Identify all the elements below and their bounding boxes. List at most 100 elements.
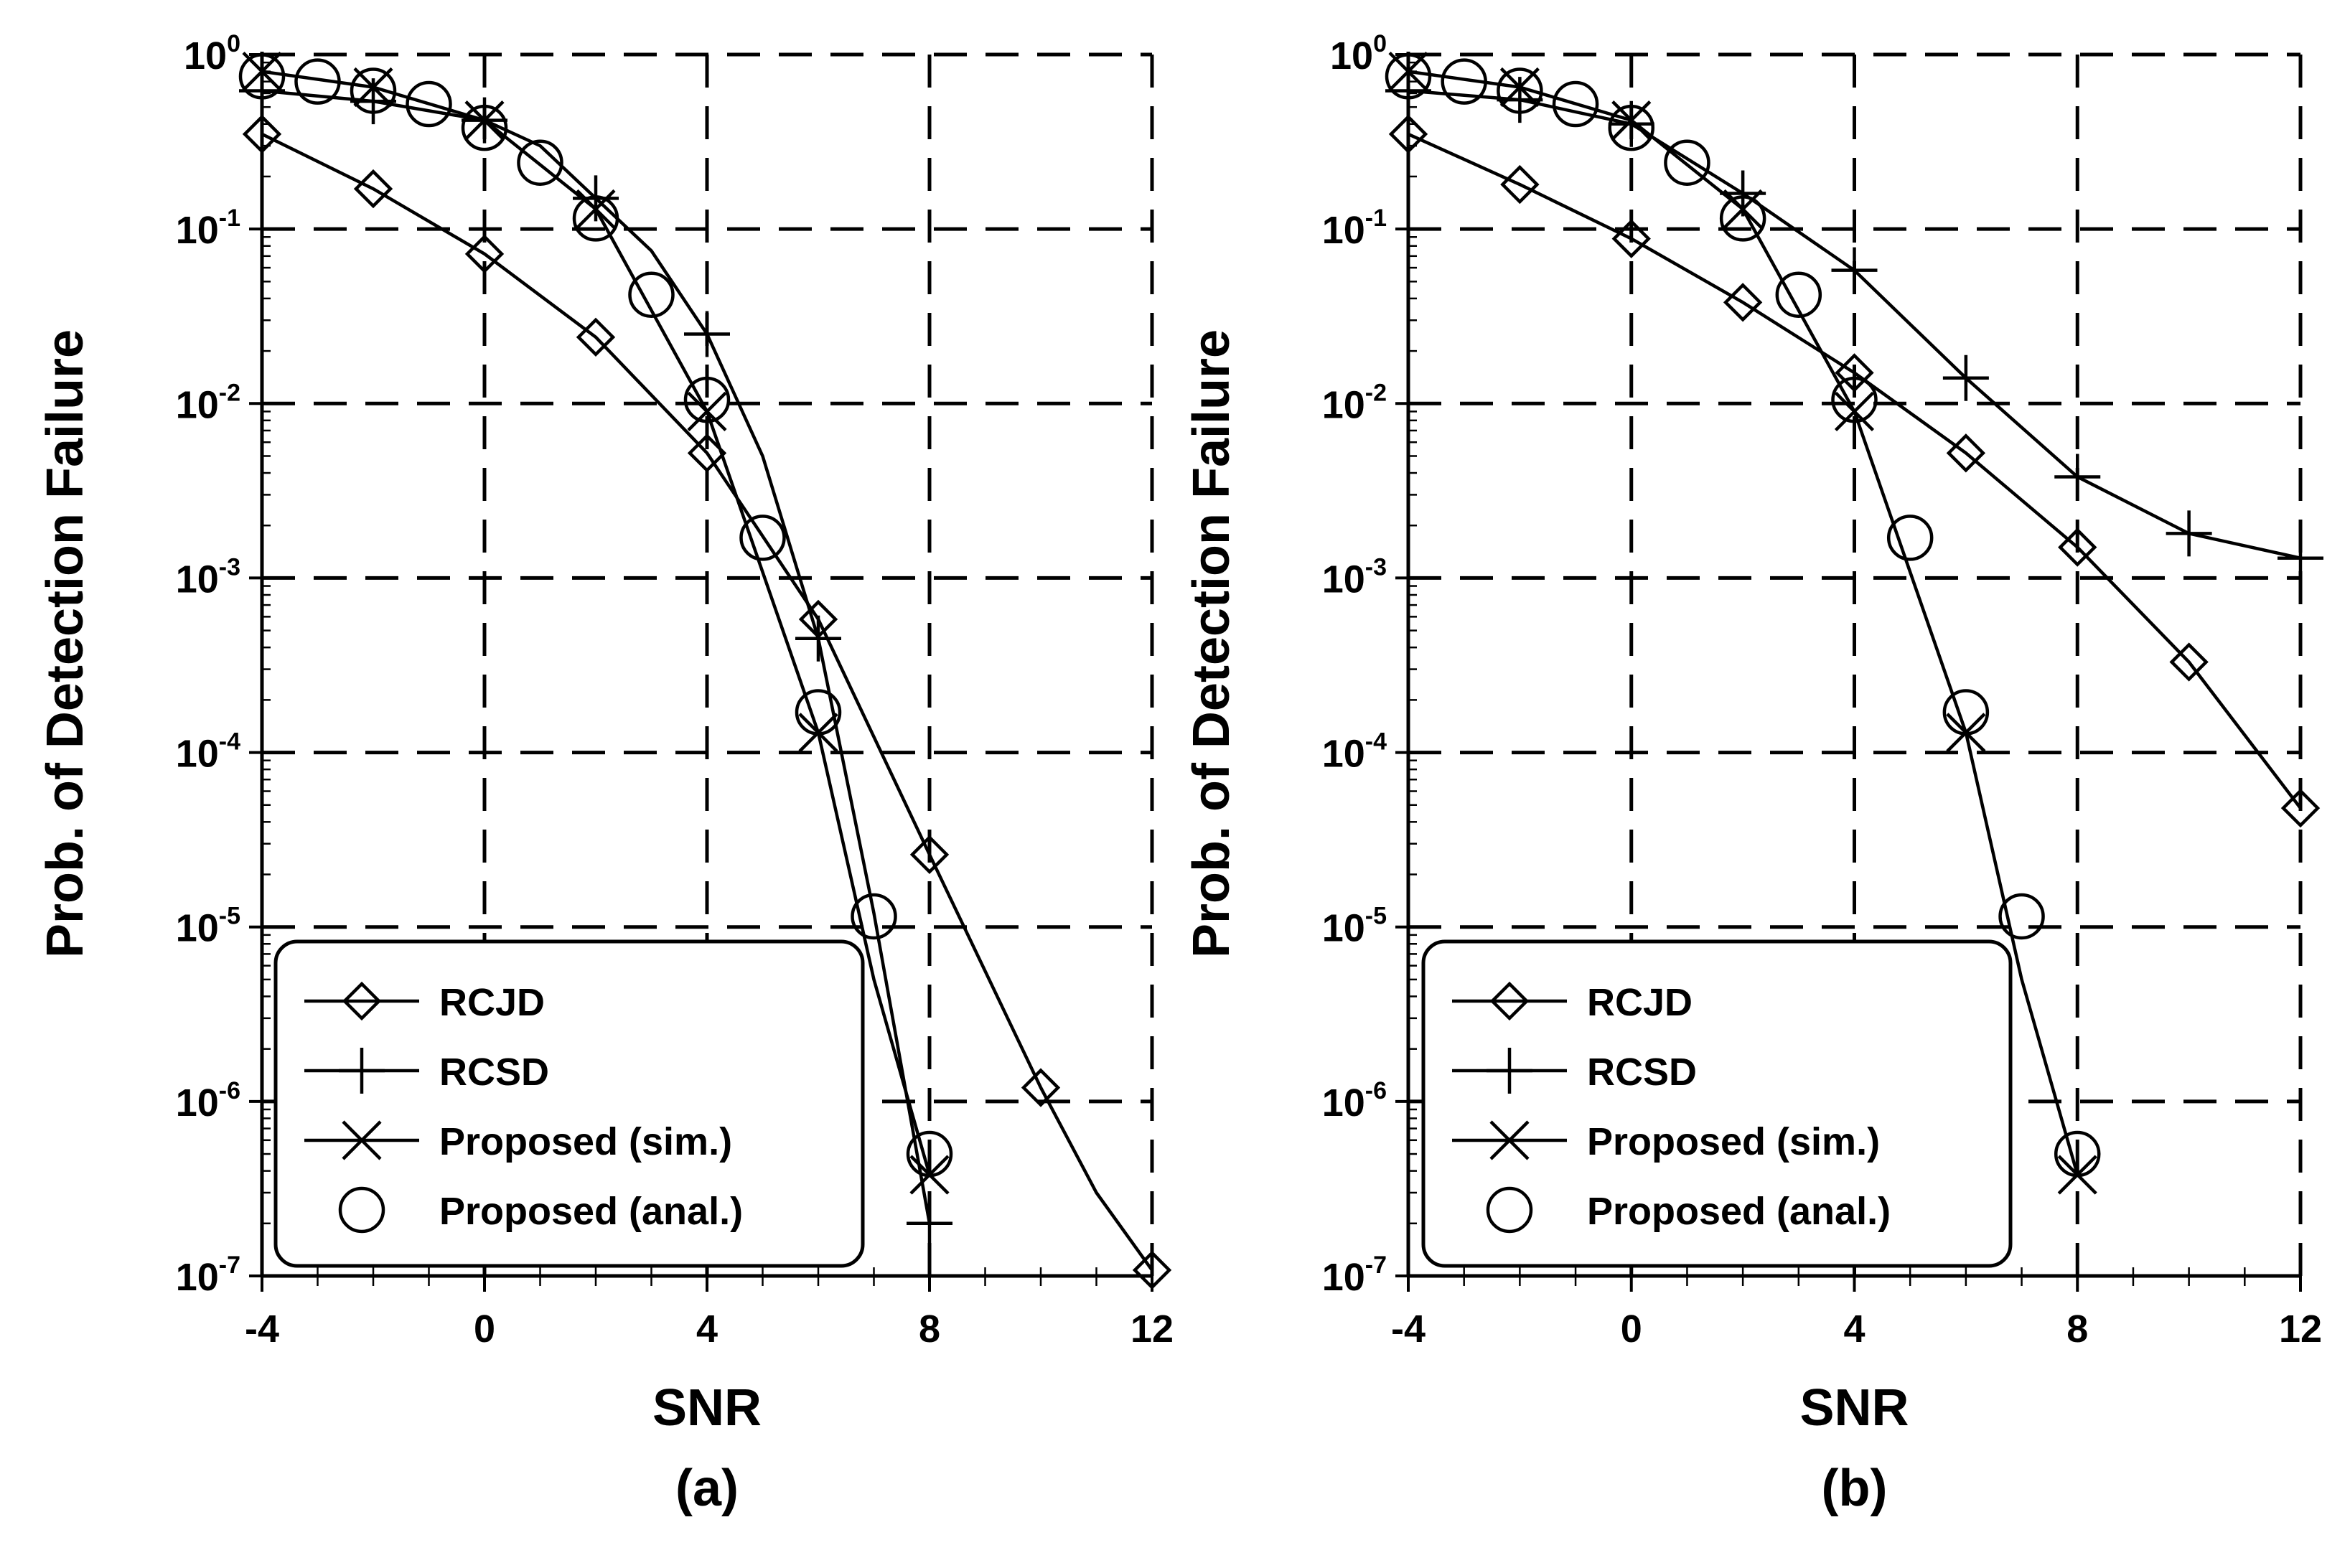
x-tick-label: 0	[474, 1308, 495, 1351]
y-tick-base: 10	[176, 209, 219, 252]
y-tick-exponent: -7	[219, 1252, 240, 1279]
legend-marker-rcjd	[1489, 981, 1530, 1021]
data-point-proposed-anal	[1385, 53, 1432, 100]
legend-marker-rcjd	[342, 981, 382, 1021]
data-point-rcjd	[2169, 642, 2209, 682]
data-point-proposed-anal	[1497, 67, 1543, 114]
y-tick-exponent: -3	[1365, 553, 1387, 581]
y-tick-label: 10-4	[1322, 728, 1387, 776]
legend-marker-rcsd	[339, 1048, 385, 1094]
y-tick-label: 100	[184, 30, 240, 78]
data-point-proposed-anal	[1942, 689, 1990, 736]
data-point-rcsd	[2054, 454, 2101, 500]
legend-box	[1421, 939, 2013, 1268]
data-point-proposed-anal	[2054, 1130, 2101, 1178]
series-line-proposed-sim	[261, 70, 932, 1175]
data-point-rcjd	[2058, 527, 2097, 567]
panel-label: (b)	[1822, 1460, 1888, 1517]
data-point-proposed-anal	[683, 376, 731, 423]
y-tick-exponent: -7	[1365, 1252, 1387, 1279]
y-tick-base: 10	[1322, 1256, 1365, 1299]
series-line-rcjd	[261, 132, 1153, 1272]
legend-marker-proposed-sim	[342, 1120, 382, 1160]
data-point-rcjd	[1723, 283, 1763, 322]
panel-label: (a)	[675, 1460, 739, 1517]
x-tick-label: 4	[696, 1308, 718, 1351]
y-tick-label: 10-6	[176, 1077, 240, 1125]
y-tick-exponent: -4	[1365, 728, 1387, 756]
legend-label-rcjd: RCJD	[1587, 981, 1693, 1024]
data-point-rcjd	[1388, 114, 1428, 154]
legend-marker-proposed-anal	[1486, 1186, 1533, 1234]
y-axis-title: Prob. of Detection Failure	[37, 329, 94, 958]
data-point-proposed-anal	[1998, 893, 2045, 940]
y-tick-base: 10	[176, 907, 219, 950]
series-proposed-anal	[1385, 53, 2101, 1178]
data-point-rcjd	[1500, 164, 1540, 205]
data-point-proposed-sim	[576, 189, 616, 230]
legend: RCJD RCSD Proposed (sim.) Proposed (anal.)	[273, 939, 865, 1268]
y-tick-label: 10-2	[1322, 379, 1387, 426]
y-tick-label: 10-6	[1322, 1077, 1387, 1125]
y-tick-base: 10	[1330, 34, 1373, 78]
data-point-proposed-anal	[1719, 195, 1766, 242]
data-point-proposed-anal	[1886, 515, 1934, 561]
data-point-proposed-sim	[464, 100, 505, 141]
x-tick-label: 8	[2066, 1308, 2088, 1351]
legend: RCJD RCSD Proposed (sim.) Proposed (anal.)	[1421, 939, 2013, 1268]
data-point-proposed-anal	[1831, 376, 1878, 423]
y-tick-label: 10-3	[1322, 553, 1387, 601]
y-tick-base: 10	[1322, 558, 1365, 601]
data-point-rcjd	[1132, 1250, 1172, 1290]
y-tick-exponent: -6	[1365, 1077, 1387, 1104]
y-tick-exponent: 0	[1373, 30, 1387, 57]
y-tick-exponent: -2	[219, 379, 240, 406]
data-point-proposed-anal	[1552, 80, 1599, 128]
y-tick-label: 10-4	[176, 728, 240, 776]
x-tick-label: 0	[1621, 1308, 1642, 1351]
data-point-proposed-anal	[238, 53, 286, 100]
legend-marker-proposed-anal	[338, 1186, 385, 1234]
data-point-proposed-anal	[406, 80, 452, 128]
data-point-proposed-anal	[739, 515, 786, 561]
data-point-rcsd	[2278, 535, 2323, 581]
x-axis-title: SNR	[1799, 1379, 1909, 1437]
data-point-rcsd	[1608, 100, 1654, 147]
data-point-proposed-anal	[1441, 58, 1487, 105]
data-point-proposed-anal	[517, 139, 563, 186]
data-point-proposed-anal	[350, 67, 397, 114]
data-point-proposed-anal	[795, 689, 842, 736]
y-tick-base: 10	[1322, 1081, 1365, 1125]
y-tick-base: 10	[176, 733, 219, 776]
legend-label-proposed-sim: Proposed (sim.)	[439, 1120, 732, 1163]
y-tick-exponent: -5	[219, 903, 240, 930]
series-rcjd	[1388, 114, 2321, 828]
series-rcjd	[242, 114, 1172, 1290]
data-point-rcsd	[2166, 510, 2212, 557]
y-tick-exponent: -5	[1365, 903, 1387, 930]
data-point-rcjd	[1835, 353, 1874, 393]
y-tick-exponent: -3	[219, 553, 240, 581]
series-line-proposed-sim	[1408, 70, 2079, 1175]
data-point-proposed-sim	[1611, 100, 1652, 141]
y-tick-label: 10-5	[176, 903, 240, 950]
y-tick-base: 10	[176, 1256, 219, 1299]
y-tick-label: 10-1	[176, 205, 240, 252]
data-point-rcjd	[464, 234, 505, 274]
y-tick-exponent: 0	[227, 30, 240, 57]
y-tick-exponent: -4	[219, 728, 240, 756]
x-tick-label: -4	[245, 1308, 279, 1351]
data-point-rcsd	[1497, 77, 1543, 123]
x-tick-label: 8	[919, 1308, 940, 1351]
data-point-rcsd	[795, 615, 841, 662]
y-tick-exponent: -2	[1365, 379, 1387, 406]
series-proposed-anal	[238, 53, 953, 1178]
y-tick-base: 10	[1322, 907, 1365, 950]
data-point-rcsd	[1831, 247, 1878, 294]
data-point-proposed-anal	[1664, 139, 1710, 186]
data-point-rcsd	[684, 311, 730, 357]
series-proposed-sim	[1388, 51, 2097, 1195]
legend-marker-rcsd	[1487, 1048, 1532, 1094]
legend-label-rcsd: RCSD	[1587, 1051, 1697, 1094]
